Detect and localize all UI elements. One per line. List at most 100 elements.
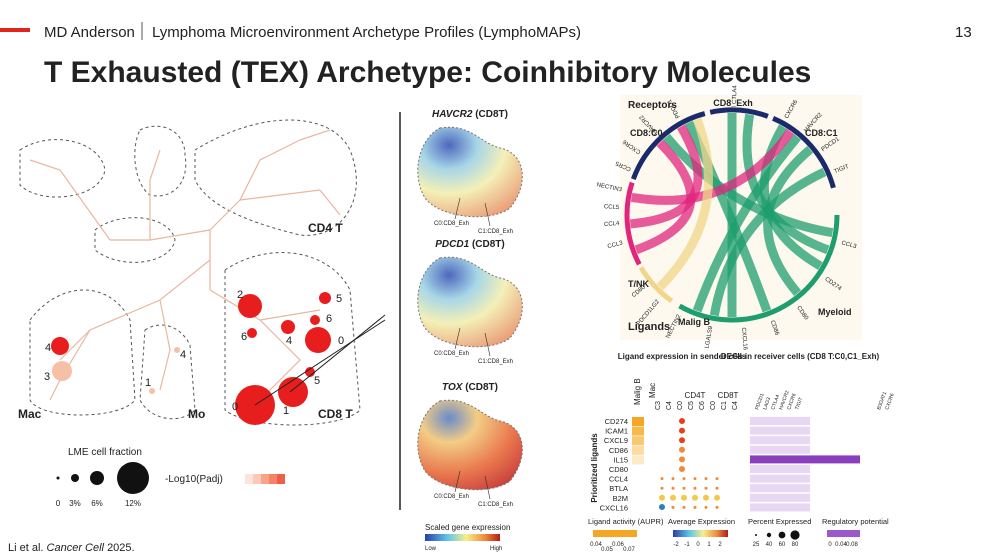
ligand-row: CCL4 [609,475,628,484]
legend-tick: -2 [673,542,679,548]
dot [659,494,665,501]
size-key [56,476,60,480]
ligand-row: CD80 [609,465,628,474]
branch [209,289,301,401]
dot [715,486,719,490]
size-label: 0 [56,499,61,508]
receptor-label: TIGIT [833,164,850,175]
cluster-outline [29,289,136,416]
dot [679,466,685,472]
branch [259,309,321,321]
page-number: 13 [955,24,972,41]
legend-tick: -1 [684,542,690,548]
node-label: 6 [241,331,247,343]
pointer [289,314,386,393]
dot [692,494,698,501]
legend-tick: 0.05 [601,547,613,553]
legend-tick: 0.06 [612,542,624,548]
reg-row [750,503,810,512]
color-key [245,474,253,484]
activity-cell [632,436,644,446]
ring-segment [630,111,706,180]
umap-blob [417,256,523,348]
node-bubble [174,347,180,353]
size-label: 6% [91,499,103,508]
node-label: 1 [283,405,289,417]
reg-row [750,455,860,464]
pointer [484,332,491,357]
branch [59,259,211,361]
receiver-label: TIGIT [794,397,804,411]
dot [671,477,675,481]
cluster-outline [194,119,357,236]
sender-cluster: C3 [655,401,662,410]
group-label: T/NK [628,279,649,289]
citation-part: Li et al. [8,542,47,554]
dot [682,505,686,509]
ligand-row: CXCL9 [604,436,628,445]
dot [660,477,664,481]
legend-dot [790,530,800,540]
receptor-label: CTLA4 [732,85,739,105]
node-label: 3 [44,371,50,383]
scale-low: Low [425,546,437,552]
cluster-label: C0:CD8_Exh [434,351,469,357]
branch [239,189,321,201]
legend-title: Percent Expressed [748,517,811,526]
dot-plot [593,417,860,540]
scale-title: Scaled gene expression [425,523,510,532]
dot [715,477,719,481]
node-label: 5 [336,293,342,305]
color-key [253,474,261,484]
branch [319,189,341,216]
pointer [254,319,386,406]
ligand-label: NECTIN3 [596,182,623,193]
reg-row [750,465,810,473]
legend-tick: 0.04 [835,542,847,548]
ligand-row: BTLA [609,484,628,493]
ligand-row: CD274 [605,417,628,426]
scale-high: High [490,546,502,552]
accent-bar [0,28,30,32]
group-label: Mo [188,407,205,421]
group-label: CD8 T [318,407,353,421]
size-key [90,471,104,485]
panel-title: HAVCR2 (CD8T) [432,109,508,120]
dot [659,504,665,510]
sender-cluster: C0 [710,401,717,410]
ligand-row: CXCL16 [600,503,628,512]
ribbon [742,113,830,255]
node-label: 2 [237,289,243,301]
citation-part: Cancer Cell [47,542,108,554]
branch [149,149,161,240]
receiver-label: CTLA4 [770,394,781,411]
sender-cluster: C4 [666,401,673,410]
legend-tick: 0 [828,542,832,548]
size-key [71,474,79,482]
cluster-label: C0:CD8_Exh [434,221,469,227]
activity-cell [632,455,644,465]
ligand-label: CCL5 [604,204,620,211]
dot [704,505,708,509]
group-label: CD8:C1 [805,128,838,138]
ring-segment [624,181,642,266]
ribbon [709,167,827,317]
receiver-label: CXCR6 [884,392,896,410]
y-title: Prioritized ligands [590,433,599,503]
reg-row [750,445,810,454]
umap-panels [417,126,523,541]
pointer [454,327,461,350]
ribbon [662,133,834,238]
ribbon [630,128,795,205]
legend-title: Ligand activity (AUPR) [588,517,664,526]
pointer [484,475,491,500]
node-label: 4 [286,335,292,347]
chord-diagram [620,95,862,340]
cluster-label: C1:CD8_Exh [478,359,513,365]
size-key [117,462,149,494]
legend-bar [827,530,860,537]
node-label: 1 [145,377,151,389]
cluster-label: C0:CD8_Exh [434,494,469,500]
reg-row [750,474,810,483]
dot [682,477,686,481]
